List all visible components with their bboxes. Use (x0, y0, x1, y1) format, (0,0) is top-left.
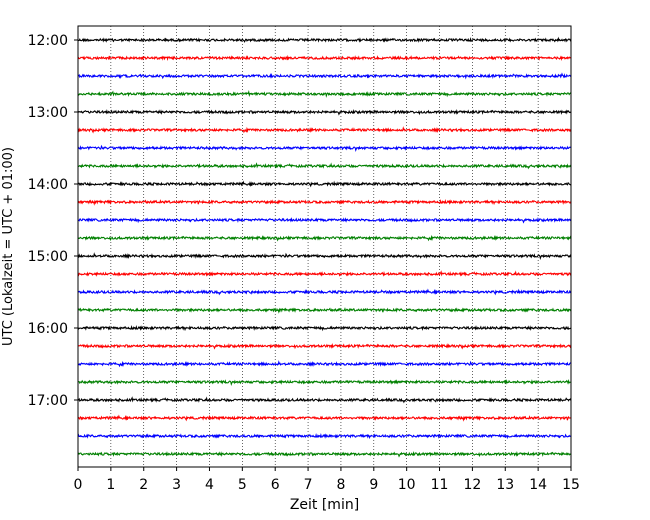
x-tick-label: 2 (139, 477, 148, 493)
x-tick-label: 6 (271, 477, 280, 493)
y-ticks: 12:00 13:00 14:00 15:00 16:00 17:00 (28, 33, 78, 409)
trace-line (77, 432, 572, 440)
trace-line (77, 414, 572, 422)
traces (77, 36, 572, 458)
y-tick-label: 12:00 (28, 33, 68, 49)
x-tick-label: 10 (398, 477, 416, 493)
x-axis-label: Zeit [min] (290, 497, 359, 513)
x-tick-label: 15 (562, 477, 580, 493)
y-tick-label: 17:00 (28, 393, 68, 409)
trace-line (77, 270, 572, 277)
x-tick-label: 7 (304, 477, 313, 493)
x-tick-label: 5 (238, 477, 247, 493)
trace-line (77, 180, 572, 188)
trace-line (77, 162, 572, 170)
trace-line (77, 234, 572, 242)
trace-line (77, 108, 572, 116)
x-ticks: 0 1 2 3 4 5 6 7 8 9 10 11 12 13 14 15 (74, 467, 580, 493)
trace-line (77, 54, 572, 62)
plot-frame (77, 25, 572, 468)
trace-line (77, 360, 572, 368)
trace-line (77, 378, 572, 386)
trace-line (77, 450, 572, 458)
y-tick-label: 16:00 (28, 321, 68, 337)
grid (110, 26, 539, 467)
x-tick-label: 14 (529, 477, 547, 493)
x-tick-label: 0 (74, 477, 83, 493)
trace-line (77, 252, 572, 260)
trace-line (77, 288, 572, 296)
trace-line (77, 126, 572, 134)
trace-line (77, 199, 572, 206)
x-tick-label: 12 (463, 477, 481, 493)
trace-line (77, 324, 572, 332)
trace-line (77, 216, 572, 224)
trace-line (77, 307, 572, 314)
y-tick-label: 15:00 (28, 249, 68, 265)
y-tick-label: 14:00 (28, 177, 68, 193)
trace-line (77, 144, 572, 152)
x-tick-label: 8 (336, 477, 345, 493)
x-tick-label: 11 (431, 477, 449, 493)
trace-line (77, 342, 572, 350)
trace-line (77, 72, 572, 80)
x-tick-label: 9 (369, 477, 378, 493)
y-tick-label: 13:00 (28, 105, 68, 121)
x-tick-label: 13 (496, 477, 514, 493)
trace-line (77, 36, 572, 43)
x-tick-label: 1 (106, 477, 115, 493)
x-tick-label: 4 (205, 477, 214, 493)
trace-line (77, 89, 572, 98)
trace-line (77, 396, 572, 404)
y-axis-label: UTC (Lokalzeit = UTC + 01:00) (1, 147, 16, 346)
x-tick-label: 3 (172, 477, 181, 493)
